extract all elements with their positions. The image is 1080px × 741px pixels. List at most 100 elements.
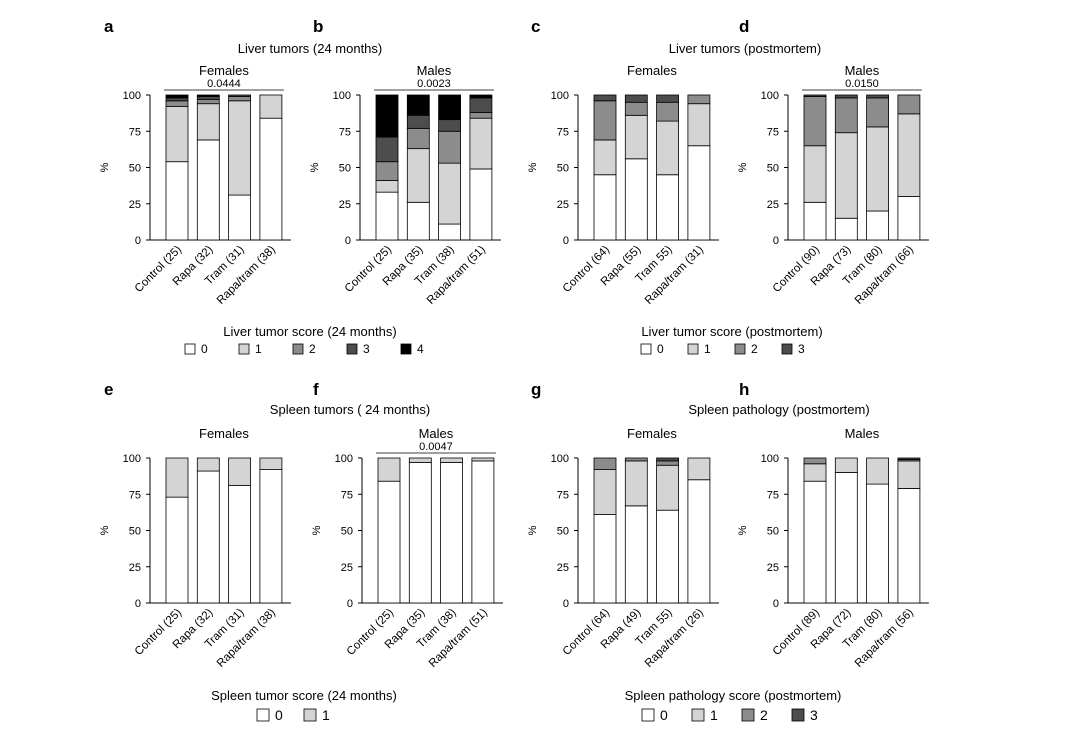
bar-segment xyxy=(406,127,430,150)
y-tick-label: 0 xyxy=(563,598,569,610)
bar-segment xyxy=(656,101,679,122)
bar-segment xyxy=(593,174,617,241)
y-tick-label: 0 xyxy=(773,598,779,610)
bar-segment xyxy=(408,457,432,463)
pvalue-label: 0.0023 xyxy=(417,78,451,90)
bar-segment xyxy=(377,480,401,604)
bar-segment xyxy=(196,103,220,141)
panel-letter: c xyxy=(531,17,540,36)
pvalue-label: 0.0444 xyxy=(207,78,241,90)
bar-segment xyxy=(803,201,827,241)
bar-segment xyxy=(897,488,921,604)
bar-segment xyxy=(593,100,617,141)
legend-swatch xyxy=(781,343,793,355)
bar-segment xyxy=(259,469,283,604)
legend-swatch xyxy=(791,708,805,722)
bar-segment xyxy=(377,457,401,482)
y-tick-label: 50 xyxy=(129,526,141,538)
bar-segment xyxy=(228,96,252,102)
bar-segment xyxy=(834,132,858,219)
y-axis-label: % xyxy=(309,162,321,172)
y-tick-label: 0 xyxy=(135,235,141,247)
bar-segment xyxy=(866,97,889,128)
bar-segment xyxy=(196,139,220,241)
legend-label: 3 xyxy=(810,707,818,723)
section-title-cd: Liver tumors (postmortem) xyxy=(669,41,821,56)
y-axis-label: % xyxy=(737,525,749,535)
legend-swatch xyxy=(734,343,746,355)
y-tick-label: 0 xyxy=(563,235,569,247)
y-tick-label: 100 xyxy=(551,90,569,102)
y-tick-label: 25 xyxy=(557,199,569,211)
panel-letter: a xyxy=(104,17,114,36)
y-tick-label: 0 xyxy=(345,235,351,247)
legend-title: Liver tumor score (postmortem) xyxy=(641,324,822,339)
bar-segment xyxy=(375,136,399,163)
y-tick-label: 75 xyxy=(129,489,141,501)
y-tick-label: 25 xyxy=(767,199,779,211)
bar-segment xyxy=(406,94,430,116)
bar-segment xyxy=(624,101,648,116)
bar-segment xyxy=(406,201,430,241)
panel-letter: e xyxy=(104,380,113,399)
y-tick-label: 0 xyxy=(347,598,353,610)
x-category-label: Control (25) xyxy=(133,244,185,296)
bar-segment xyxy=(656,457,679,462)
bar-segment xyxy=(228,194,252,241)
panel-title: Males xyxy=(845,63,880,78)
bar-segment xyxy=(165,161,189,241)
bar-segment xyxy=(438,94,462,121)
bar-segment xyxy=(406,114,430,129)
legend-title: Spleen pathology score (postmortem) xyxy=(625,688,842,703)
y-tick-label: 50 xyxy=(341,526,353,538)
panel-title: Females xyxy=(627,63,677,78)
y-tick-label: 50 xyxy=(767,163,779,175)
bar-segment xyxy=(165,106,189,163)
legend-swatch xyxy=(741,708,755,722)
bar-segment xyxy=(406,148,430,203)
legend-title: Spleen tumor score (24 months) xyxy=(211,688,397,703)
y-tick-label: 100 xyxy=(123,453,141,465)
bar-segment xyxy=(165,97,189,102)
legend-label: 2 xyxy=(760,707,768,723)
y-tick-label: 100 xyxy=(551,453,569,465)
y-tick-label: 25 xyxy=(557,562,569,574)
section-title-ef: Spleen tumors ( 24 months) xyxy=(270,402,430,417)
bar-segment xyxy=(624,94,648,103)
x-category-label: Rapa/tram (51) xyxy=(425,244,488,307)
bar-segment xyxy=(687,479,711,604)
y-tick-label: 75 xyxy=(557,489,569,501)
y-axis-label: % xyxy=(311,525,323,535)
y-axis-label: % xyxy=(99,162,111,172)
bar-segment xyxy=(656,174,679,241)
bar-segment xyxy=(196,457,220,472)
bar-segment xyxy=(196,470,220,604)
bar-segment xyxy=(196,94,220,97)
bar-segment xyxy=(687,457,711,481)
legend-label: 1 xyxy=(322,707,330,723)
legend-swatch xyxy=(641,708,655,722)
bar-segment xyxy=(593,457,617,471)
legend-label: 3 xyxy=(363,342,370,356)
legend-swatch xyxy=(292,343,304,355)
legend-swatch xyxy=(346,343,358,355)
panel-title: Females xyxy=(199,426,249,441)
bar-segment xyxy=(834,94,858,99)
bar-segment xyxy=(165,94,189,99)
x-category-label: Control (89) xyxy=(771,607,823,659)
y-tick-label: 100 xyxy=(333,90,351,102)
legend-swatch xyxy=(303,708,317,722)
bar-segment xyxy=(866,126,889,212)
bar-segment xyxy=(656,460,679,466)
x-category-label: Control (90) xyxy=(771,244,823,296)
bar-segment xyxy=(866,210,889,241)
y-tick-label: 25 xyxy=(341,562,353,574)
panel-letter: b xyxy=(313,17,323,36)
panel-title: Males xyxy=(417,63,452,78)
bar-segment xyxy=(624,457,648,462)
panel-title: Males xyxy=(845,426,880,441)
panel-letter: f xyxy=(313,380,319,399)
